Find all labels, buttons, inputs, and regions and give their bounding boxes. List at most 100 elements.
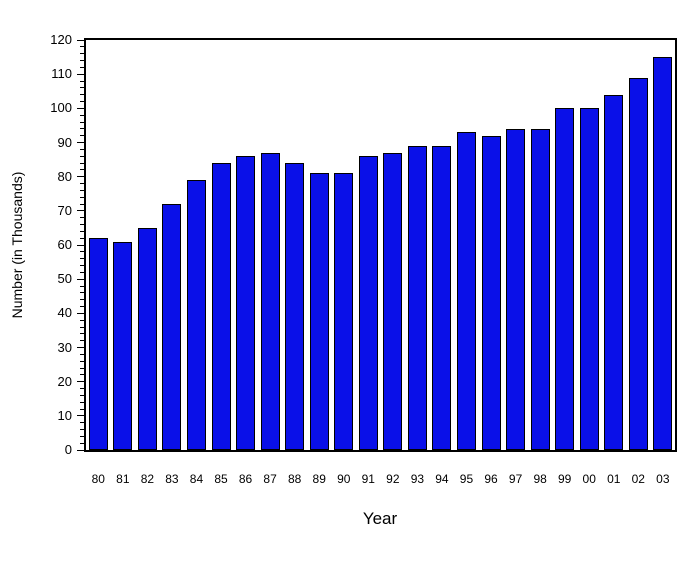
y-minor-tick-72 (80, 203, 84, 205)
bar-slot-02 (626, 40, 651, 450)
bar-slot-01 (601, 40, 626, 450)
y-minor-tick-36 (80, 326, 84, 328)
bar-slot-92 (381, 40, 406, 450)
y-minor-tick-8 (80, 422, 84, 424)
bar-slot-93 (405, 40, 430, 450)
y-major-tick-30 (77, 347, 84, 348)
y-minor-tick-96 (80, 121, 84, 123)
y-minor-tick-4 (80, 435, 84, 437)
bar-slot-80 (86, 40, 111, 450)
y-minor-tick-76 (80, 189, 84, 191)
bar-86 (236, 156, 256, 450)
y-minor-tick-54 (80, 265, 84, 266)
x-tick-label-03: 03 (656, 472, 670, 486)
x-tick-label-95: 95 (459, 472, 474, 486)
bar-02 (628, 77, 648, 450)
y-minor-tick-106 (80, 87, 84, 89)
bar-85 (211, 163, 231, 450)
y-tick-label-30: 30 (57, 339, 72, 355)
y-axis-tick-marks (77, 39, 84, 451)
y-minor-tick-82 (80, 169, 84, 171)
y-tick-label-10: 10 (57, 407, 72, 423)
bar-slot-03 (651, 40, 676, 450)
y-major-tick-110 (77, 73, 84, 75)
x-tick-label-86: 86 (238, 472, 253, 486)
y-minor-tick-88 (80, 148, 84, 150)
bar-slot-88 (282, 40, 307, 450)
y-tick-label-90: 90 (57, 134, 72, 150)
bar-slot-82 (135, 40, 160, 450)
y-tick-label-40: 40 (57, 305, 72, 321)
y-major-tick-60 (77, 244, 84, 246)
y-minor-tick-48 (80, 285, 84, 287)
bar-84 (186, 180, 206, 450)
y-minor-tick-74 (80, 196, 84, 198)
y-tick-label-70: 70 (57, 202, 72, 218)
y-minor-tick-28 (80, 353, 84, 355)
bar-slot-87 (258, 40, 283, 450)
bar-96 (481, 135, 501, 450)
y-minor-tick-42 (80, 306, 84, 307)
y-minor-tick-68 (80, 217, 84, 219)
y-tick-label-0: 0 (64, 442, 72, 457)
y-minor-tick-58 (80, 251, 84, 253)
bar-slot-94 (430, 40, 455, 450)
y-minor-tick-84 (80, 162, 84, 164)
y-tick-label-110: 110 (51, 66, 72, 82)
bar-89 (309, 173, 329, 450)
x-tick-label-91: 91 (361, 472, 375, 486)
bar-99 (555, 108, 575, 450)
y-minor-tick-108 (80, 80, 84, 82)
y-tick-label-100: 100 (50, 100, 72, 116)
bar-83 (162, 204, 182, 450)
x-tick-label-97: 97 (508, 472, 523, 486)
x-tick-label-83: 83 (165, 472, 179, 486)
y-minor-tick-94 (80, 128, 84, 130)
bar-slot-85 (209, 40, 234, 450)
y-minor-tick-26 (80, 360, 84, 362)
x-axis-title: Year (362, 509, 398, 528)
y-minor-tick-16 (80, 394, 84, 396)
bar-03 (653, 57, 673, 450)
y-tick-label-60: 60 (57, 237, 72, 252)
bar-81 (113, 241, 133, 450)
bar-88 (285, 163, 305, 450)
bar-slot-95 (454, 40, 479, 450)
x-tick-label-96: 96 (484, 472, 498, 486)
bar-92 (383, 152, 403, 450)
bar-00 (579, 108, 599, 450)
y-minor-tick-38 (80, 319, 84, 321)
x-tick-label-00: 00 (582, 472, 596, 486)
y-major-tick-80 (77, 176, 84, 178)
bar-94 (432, 145, 452, 450)
y-minor-tick-56 (80, 258, 84, 260)
y-minor-tick-44 (80, 299, 84, 301)
y-minor-tick-86 (80, 155, 84, 157)
x-tick-label-94: 94 (435, 472, 449, 486)
y-minor-tick-6 (80, 429, 84, 430)
y-major-tick-50 (77, 278, 84, 280)
y-minor-tick-52 (80, 271, 84, 273)
bar-slot-00 (577, 40, 602, 450)
bar-82 (137, 227, 157, 450)
y-minor-tick-64 (80, 230, 84, 232)
x-tick-label-92: 92 (386, 472, 400, 486)
y-minor-tick-24 (80, 367, 84, 369)
bar-97 (506, 128, 526, 450)
y-major-tick-120 (77, 39, 84, 41)
y-minor-tick-114 (80, 60, 84, 61)
y-minor-tick-14 (80, 401, 84, 403)
bar-87 (260, 152, 280, 450)
y-minor-tick-12 (80, 408, 84, 410)
y-major-tick-20 (77, 381, 84, 383)
bar-01 (604, 94, 624, 450)
x-tick-label-90: 90 (337, 472, 351, 486)
y-minor-tick-62 (80, 237, 84, 239)
bar-91 (358, 156, 378, 450)
y-minor-tick-112 (80, 66, 84, 68)
y-minor-tick-18 (80, 388, 84, 389)
y-minor-tick-98 (80, 114, 84, 116)
bar-slot-91 (356, 40, 381, 450)
y-minor-tick-46 (80, 292, 84, 294)
y-minor-tick-66 (80, 224, 84, 225)
